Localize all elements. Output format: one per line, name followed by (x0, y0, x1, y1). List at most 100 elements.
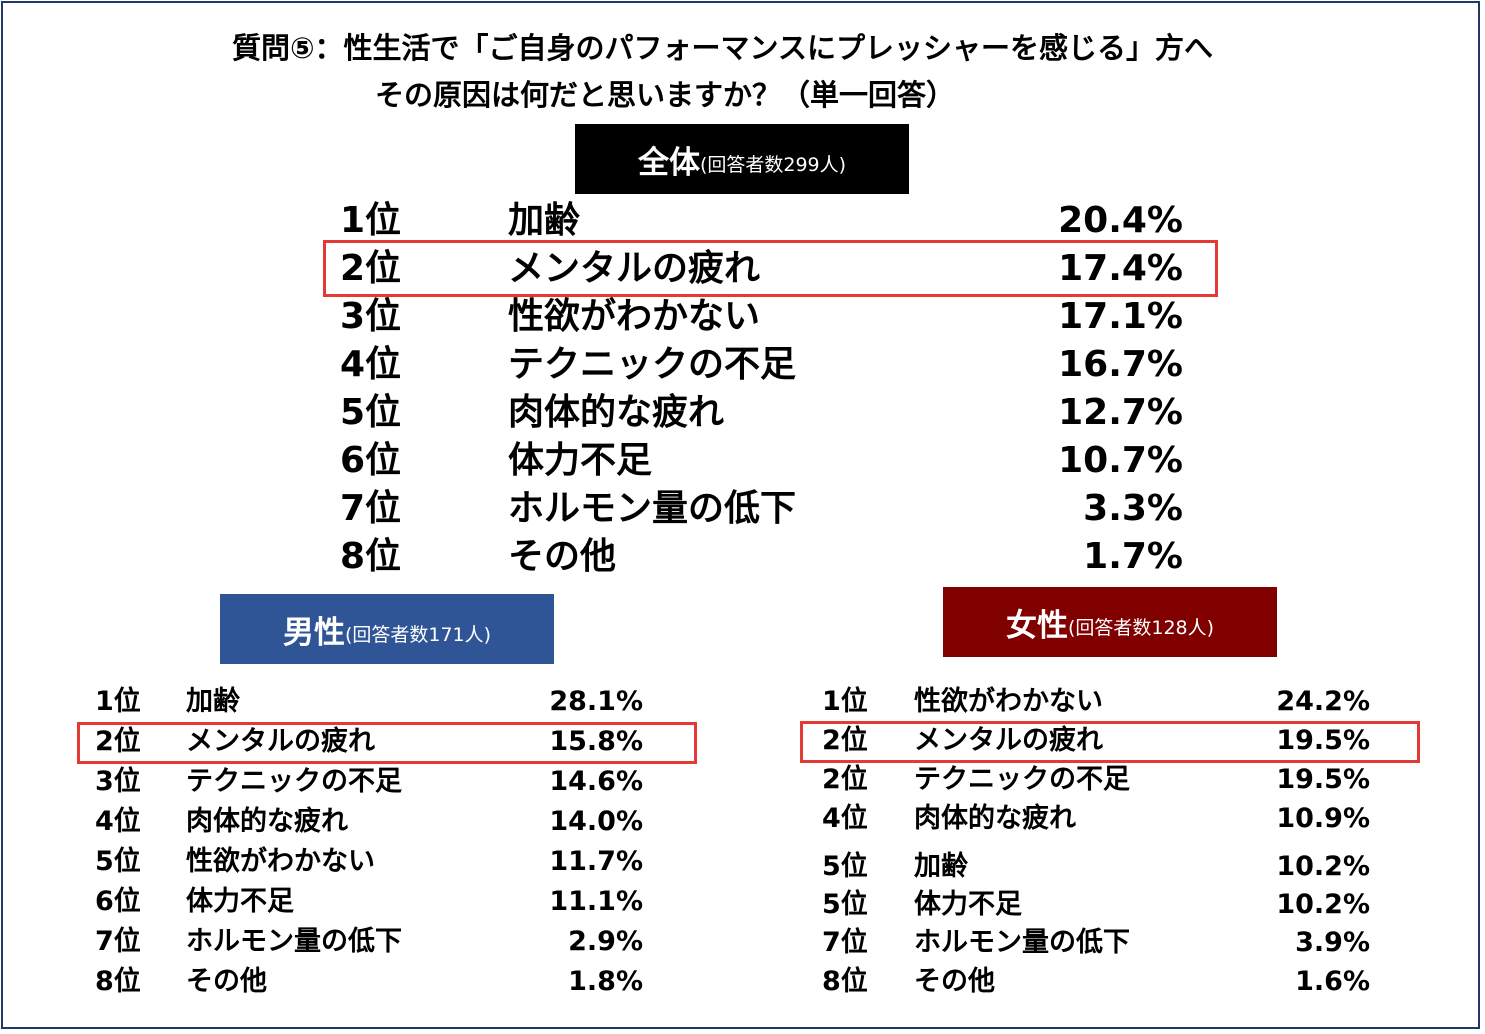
ranking-row: 8位 その他 1.6% (0, 964, 1485, 1000)
rank-label: 3位 (95, 766, 141, 797)
rank-label: 8位 (95, 966, 141, 997)
highlight-box-overall (323, 240, 1218, 297)
percentage-value: 1.6% (1295, 966, 1370, 997)
percentage-value: 28.1% (549, 686, 643, 717)
male-header-label: 男性 (282, 614, 345, 651)
rank-label: 5位 (822, 889, 868, 920)
rank-label: 7位 (822, 927, 868, 958)
percentage-value: 16.7% (1058, 344, 1183, 385)
ranking-row: 7位 ホルモン量の低下 2.9% (0, 924, 740, 960)
reason-label: 加齢 (186, 686, 240, 717)
reason-label: 性欲がわかない (914, 686, 1103, 717)
rank-label: 2位 (95, 726, 141, 757)
reason-label: 加齢 (508, 200, 581, 241)
rank-label: 8位 (340, 536, 402, 577)
ranking-row: 5位 体力不足 10.2% (0, 887, 1485, 923)
reason-label: ホルモン量の低下 (508, 488, 797, 529)
rank-label: 6位 (95, 886, 141, 917)
reason-label: 性欲がわかない (508, 296, 761, 337)
reason-label: テクニックの不足 (186, 766, 402, 797)
percentage-value: 19.5% (1276, 725, 1370, 756)
percentage-value: 1.8% (568, 966, 643, 997)
reason-label: 性欲がわかない (186, 846, 375, 877)
rank-label: 5位 (822, 851, 868, 882)
female-respondent-count: (回答者数128人) (1067, 616, 1215, 639)
rank-label: 8位 (822, 966, 868, 997)
reason-label: ホルモン量の低下 (186, 926, 402, 957)
female-header: 女性 (回答者数128人) (943, 587, 1277, 657)
percentage-value: 20.4% (1058, 200, 1183, 241)
rank-label: 5位 (95, 846, 141, 877)
rank-label: 1位 (822, 686, 868, 717)
highlight-box-male (77, 722, 697, 764)
ranking-row: 7位 ホルモン量の低下 3.3% (0, 485, 1485, 533)
reason-label: その他 (186, 966, 267, 997)
female-header-label: 女性 (1005, 607, 1068, 644)
ranking-row: 5位 肉体的な疲れ 12.7% (0, 389, 1485, 437)
ranking-row: 8位 その他 1.8% (0, 964, 740, 1000)
percentage-value: 11.7% (549, 846, 643, 877)
percentage-value: 1.7% (1083, 536, 1183, 577)
ranking-row: 2位 メンタルの疲れ 19.5% (0, 723, 1485, 759)
ranking-row: 2位 メンタルの疲れ 17.4% (0, 245, 1485, 293)
question-title-line2: その原因は何だと思いますか？（単一回答） (375, 78, 956, 112)
ranking-row: 3位 テクニックの不足 14.6% (0, 764, 740, 800)
percentage-value: 3.3% (1083, 488, 1183, 529)
ranking-row: 5位 加齢 10.2% (0, 849, 1485, 885)
rank-label: 5位 (340, 392, 402, 433)
rank-label: 4位 (95, 806, 141, 837)
rank-label: 4位 (340, 344, 402, 385)
reason-label: その他 (508, 536, 617, 577)
ranking-row: 7位 ホルモン量の低下 3.9% (0, 925, 1485, 961)
reason-label: 肉体的な疲れ (914, 803, 1076, 834)
reason-label: 肉体的な疲れ (186, 806, 348, 837)
rank-label: 6位 (340, 440, 402, 481)
reason-label: 体力不足 (508, 440, 653, 481)
ranking-row: 2位 メンタルの疲れ 15.8% (0, 724, 740, 760)
ranking-row: 1位 性欲がわかない 24.2% (0, 684, 1485, 720)
rank-label: 2位 (822, 764, 868, 795)
percentage-value: 14.6% (549, 766, 643, 797)
percentage-value: 17.4% (1058, 248, 1183, 289)
percentage-value: 10.2% (1276, 851, 1370, 882)
rank-label: 7位 (340, 488, 402, 529)
overall-header: 全体 (回答者数299人) (575, 124, 909, 194)
ranking-row: 1位 加齢 20.4% (0, 197, 1485, 245)
ranking-row: 8位 その他 1.7% (0, 533, 1485, 581)
percentage-value: 10.7% (1058, 440, 1183, 481)
ranking-row: 6位 体力不足 10.7% (0, 437, 1485, 485)
rank-label: 2位 (822, 725, 868, 756)
percentage-value: 24.2% (1276, 686, 1370, 717)
percentage-value: 2.9% (568, 926, 643, 957)
overall-header-label: 全体 (637, 144, 700, 181)
ranking-row: 4位 テクニックの不足 16.7% (0, 341, 1485, 389)
ranking-row: 4位 肉体的な疲れ 10.9% (0, 801, 1485, 837)
rank-label: 1位 (95, 686, 141, 717)
ranking-row: 5位 性欲がわかない 11.7% (0, 844, 740, 880)
reason-label: 加齢 (914, 851, 968, 882)
percentage-value: 12.7% (1058, 392, 1183, 433)
rank-label: 2位 (340, 248, 402, 289)
percentage-value: 11.1% (549, 886, 643, 917)
rank-label: 4位 (822, 803, 868, 834)
reason-label: メンタルの疲れ (914, 725, 1103, 756)
ranking-row: 4位 肉体的な疲れ 14.0% (0, 804, 740, 840)
reason-label: メンタルの疲れ (508, 248, 761, 289)
ranking-row: 1位 加齢 28.1% (0, 684, 740, 720)
reason-label: 体力不足 (186, 886, 294, 917)
reason-label: ホルモン量の低下 (914, 927, 1130, 958)
percentage-value: 17.1% (1058, 296, 1183, 337)
percentage-value: 19.5% (1276, 764, 1370, 795)
rank-label: 1位 (340, 200, 402, 241)
percentage-value: 15.8% (549, 726, 643, 757)
percentage-value: 10.9% (1276, 803, 1370, 834)
ranking-row: 3位 性欲がわかない 17.1% (0, 293, 1485, 341)
ranking-row: 2位 テクニックの不足 19.5% (0, 762, 1485, 798)
percentage-value: 10.2% (1276, 889, 1370, 920)
reason-label: テクニックの不足 (914, 764, 1130, 795)
percentage-value: 14.0% (549, 806, 643, 837)
ranking-row: 6位 体力不足 11.1% (0, 884, 740, 920)
male-header: 男性 (回答者数171人) (220, 594, 554, 664)
overall-respondent-count: (回答者数299人) (699, 153, 847, 176)
